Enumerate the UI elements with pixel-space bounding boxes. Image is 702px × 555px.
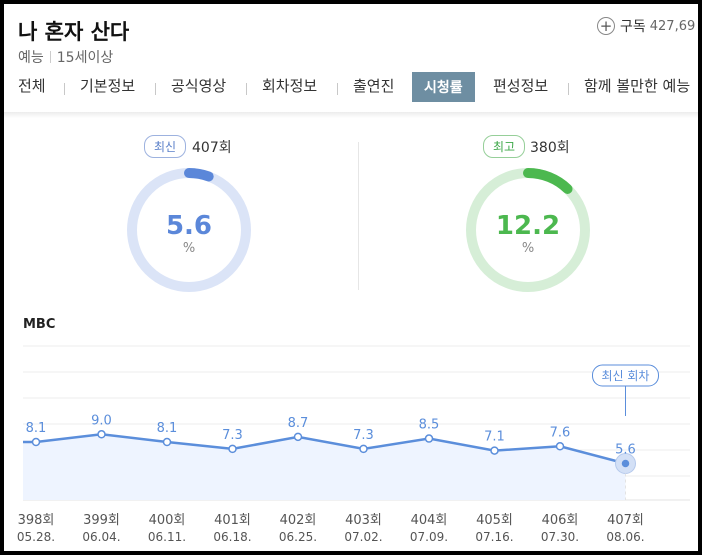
x-tick-date: 06.11. (148, 530, 186, 544)
x-tick-date: 07.02. (344, 530, 382, 544)
x-tick-episode: 402회 (280, 513, 317, 528)
x-tick-date: 07.30. (541, 530, 579, 544)
data-point[interactable] (31, 437, 41, 447)
x-tick-episode: 398회 (18, 513, 55, 528)
data-point[interactable] (162, 437, 172, 447)
program-header: 나 혼자 산다 예능 15세이상 + 구독 427,69 전체 기본정보 공식영상… (4, 4, 698, 112)
latest-rating-gauge: 5.6 % (127, 168, 251, 292)
data-point[interactable] (555, 442, 565, 451)
x-tick-episode: 403회 (345, 513, 382, 528)
x-tick-date: 05.28. (17, 530, 55, 544)
tab-basic-info[interactable]: 기본정보 (80, 77, 136, 95)
x-tick-episode: 405회 (476, 513, 513, 528)
x-tick-date: 06.18. (213, 530, 251, 544)
x-tick-episode: 399회 (83, 513, 120, 528)
x-tick-episode: 407회 (607, 513, 644, 528)
tab-cast[interactable]: 출연진 (353, 77, 395, 95)
tab-divider (246, 83, 247, 95)
data-point[interactable] (490, 446, 499, 455)
latest-badge: 최신 (144, 135, 187, 158)
data-point[interactable] (228, 444, 237, 454)
program-meta: 예능 15세이상 (18, 47, 113, 67)
data-label: 8.1 (157, 421, 178, 436)
data-point[interactable] (97, 430, 106, 439)
genre-label: 예능 (18, 50, 44, 66)
program-title: 나 혼자 산다 (18, 20, 130, 44)
best-episode: 380회 (530, 140, 570, 156)
tab-episodes[interactable]: 회차정보 (262, 77, 318, 95)
summary-divider (358, 142, 359, 290)
meta-divider (49, 51, 51, 63)
data-label: 7.1 (484, 430, 505, 445)
data-label: 7.3 (222, 428, 243, 443)
tab-divider (64, 83, 65, 95)
x-tick-episode: 401회 (214, 513, 251, 528)
x-tick-episode: 406회 (542, 513, 579, 528)
data-point[interactable] (359, 444, 368, 454)
gauge-arc (184, 168, 214, 182)
data-point[interactable] (424, 434, 434, 443)
plus-icon: + (597, 17, 615, 35)
x-tick-date: 06.04. (82, 530, 120, 544)
best-rating-gauge: 12.2 % (466, 168, 590, 292)
tab-divider (155, 83, 156, 95)
age-rating-label: 15세이상 (56, 50, 114, 66)
x-tick-episode: 400회 (149, 513, 186, 528)
best-rating-unit: % (522, 241, 534, 256)
panel-shadow (4, 112, 698, 118)
latest-episode-callout: 최신 회차 (592, 364, 659, 500)
best-badge: 최고 (483, 135, 526, 158)
data-label: 5.6 (615, 443, 636, 458)
latest-episode: 407회 (192, 140, 232, 156)
tab-official-video[interactable]: 공식영상 (171, 77, 227, 95)
latest-rating-unit: % (183, 241, 195, 256)
callout-label: 최신 회차 (602, 369, 650, 383)
data-label: 9.0 (91, 413, 112, 428)
x-tick-date: 07.09. (410, 530, 448, 544)
chart-area (23, 434, 626, 500)
x-tick-date: 06.25. (279, 530, 317, 544)
data-point[interactable] (621, 459, 630, 468)
tab-all[interactable]: 전체 (18, 77, 46, 95)
subscribe-label: 구독 (620, 19, 646, 35)
tab-ratings[interactable]: 시청률 (412, 72, 475, 102)
tab-divider (337, 83, 338, 95)
channel-label: MBC (23, 317, 55, 332)
data-label: 8.1 (26, 421, 47, 436)
data-point[interactable] (293, 432, 303, 442)
gauge-arc (523, 168, 573, 194)
subscriber-count: 427,69 (649, 18, 696, 34)
x-tick-episode: 404회 (411, 513, 448, 528)
best-rating-value: 12.2 (496, 211, 560, 241)
data-label: 7.6 (550, 425, 571, 440)
tab-divider (568, 83, 569, 95)
chart-marks: 8.1 398회 05.28. 9.0 399회 06.04. 8.1 400회 06.11. 7… (17, 413, 645, 544)
x-tick-date: 08.06. (606, 530, 644, 544)
subscribe-button[interactable]: + 구독 427,69 (597, 16, 695, 36)
data-label: 7.3 (353, 428, 374, 443)
data-label: 8.5 (419, 418, 440, 433)
latest-rating-value: 5.6 (166, 211, 212, 241)
data-label: 8.7 (288, 416, 309, 431)
tab-schedule[interactable]: 편성정보 (493, 77, 549, 95)
x-tick-date: 07.16. (475, 530, 513, 544)
tab-recommended[interactable]: 함께 볼만한 예능 (584, 77, 691, 95)
